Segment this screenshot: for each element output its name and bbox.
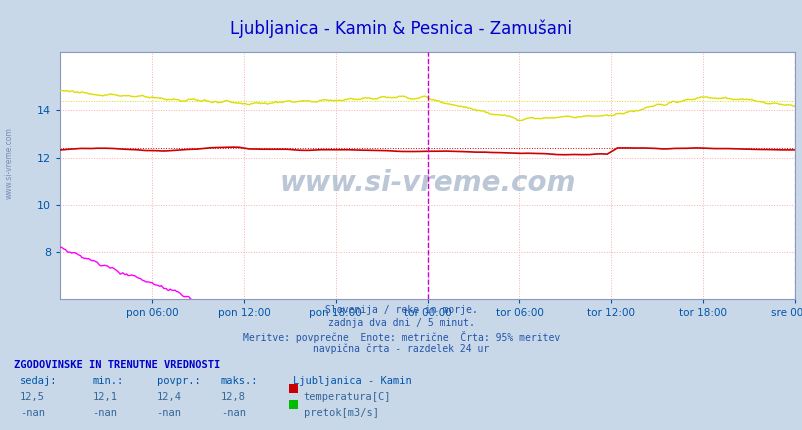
Text: povpr.:: povpr.: (156, 376, 200, 386)
Text: -nan: -nan (92, 408, 117, 418)
Text: temperatura[C]: temperatura[C] (303, 392, 391, 402)
Text: www.si-vreme.com: www.si-vreme.com (5, 127, 14, 200)
Text: -nan: -nan (156, 408, 181, 418)
Text: zadnja dva dni / 5 minut.: zadnja dva dni / 5 minut. (328, 318, 474, 328)
Text: Slovenija / reke in morje.: Slovenija / reke in morje. (325, 305, 477, 315)
Text: maks.:: maks.: (221, 376, 258, 386)
Text: Ljubljanica - Kamin: Ljubljanica - Kamin (293, 376, 411, 386)
Text: ZGODOVINSKE IN TRENUTNE VREDNOSTI: ZGODOVINSKE IN TRENUTNE VREDNOSTI (14, 360, 221, 370)
Text: 12,8: 12,8 (221, 392, 245, 402)
Text: -nan: -nan (221, 408, 245, 418)
Text: sedaj:: sedaj: (20, 376, 58, 386)
Text: 12,1: 12,1 (92, 392, 117, 402)
Text: Ljubljanica - Kamin & Pesnica - Zamušani: Ljubljanica - Kamin & Pesnica - Zamušani (230, 19, 572, 38)
Text: www.si-vreme.com: www.si-vreme.com (279, 169, 575, 197)
Text: Meritve: povprečne  Enote: metrične  Črta: 95% meritev: Meritve: povprečne Enote: metrične Črta:… (242, 331, 560, 343)
Text: 12,4: 12,4 (156, 392, 181, 402)
Text: 12,5: 12,5 (20, 392, 45, 402)
Text: min.:: min.: (92, 376, 124, 386)
Text: pretok[m3/s]: pretok[m3/s] (303, 408, 378, 418)
Text: navpična črta - razdelek 24 ur: navpična črta - razdelek 24 ur (313, 344, 489, 354)
Text: -nan: -nan (20, 408, 45, 418)
